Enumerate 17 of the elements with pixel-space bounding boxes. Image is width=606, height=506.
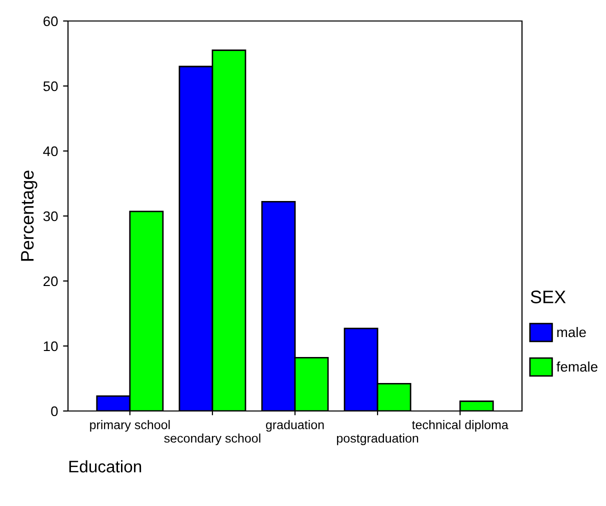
legend-title: SEX [530,290,566,304]
y-axis-title: Percentage [21,170,38,261]
x-tick-label: graduation [266,420,324,432]
y-tick-label: 0 [51,406,58,416]
x-axis-title: Education [69,460,142,472]
x-tick-label: primary school [90,420,170,432]
y-tick-label: 60 [44,16,58,26]
legend-label: female [556,361,598,372]
y-tick-label: 10 [44,341,58,352]
y-tick-label: 50 [43,81,58,92]
x-tick-label: secondary school [164,433,260,446]
x-tick-label: technical diploma [412,420,508,432]
y-tick-label: 20 [44,276,58,286]
y-tick-label: 40 [43,146,58,156]
y-tick-label: 30 [43,211,58,222]
legend-label: male [557,326,586,338]
x-tick-label: postgraduation [337,433,418,446]
